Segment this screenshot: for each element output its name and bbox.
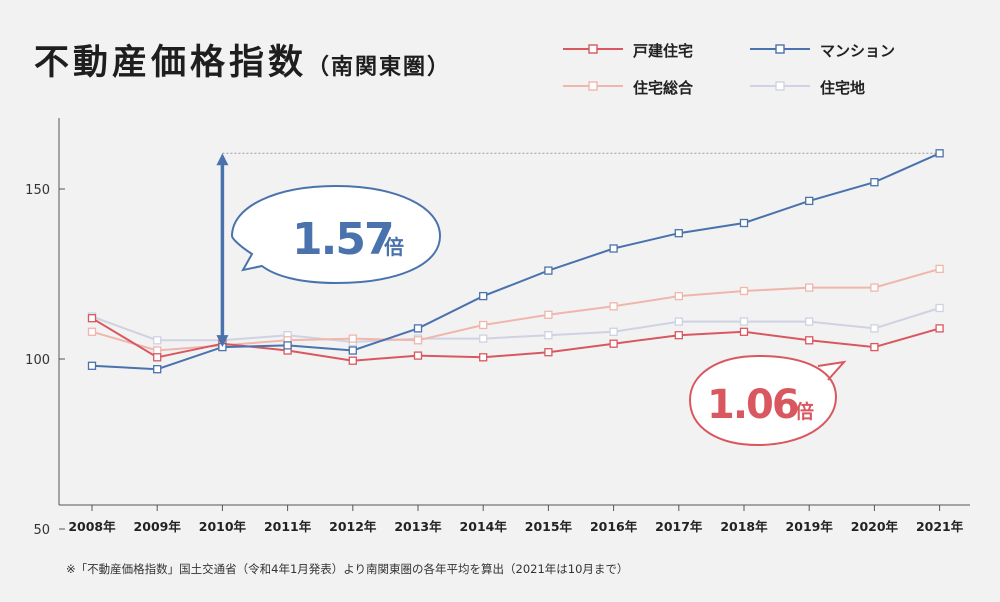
data-point-kodate — [870, 342, 879, 352]
series-takuchi — [87, 303, 944, 347]
legend-label-sogo: 住宅総合 — [633, 79, 694, 97]
data-point-mansion — [283, 341, 292, 350]
data-point-kodate — [479, 353, 488, 362]
data-point-sogo — [870, 283, 879, 292]
data-point-takuchi — [479, 334, 488, 343]
data-point-sogo — [153, 346, 162, 355]
y-tick-label: 50 — [33, 523, 50, 538]
data-point-sogo — [674, 291, 683, 301]
data-point-takuchi — [805, 317, 814, 326]
x-tick-label: 2016年 — [590, 519, 638, 534]
data-point-sogo — [348, 334, 357, 343]
data-point-mansion — [348, 346, 357, 355]
x-tick-label: 2015年 — [525, 519, 573, 534]
data-point-sogo — [479, 320, 488, 330]
series-line-takuchi — [91, 307, 940, 344]
growth-arrow — [216, 153, 229, 348]
data-point-mansion — [674, 229, 683, 238]
data-point-takuchi — [544, 331, 553, 340]
data-point-takuchi — [870, 324, 879, 333]
data-point-sogo — [87, 327, 97, 336]
data-point-sogo — [739, 286, 749, 296]
x-tick-label: 2014年 — [460, 519, 508, 534]
y-tick-label: 150 — [25, 183, 50, 198]
data-point-takuchi — [674, 317, 683, 326]
data-point-kodate — [413, 351, 423, 360]
data-point-takuchi — [739, 317, 749, 326]
data-point-takuchi — [609, 327, 618, 336]
arrow-head-down — [216, 335, 229, 348]
data-point-mansion — [870, 178, 879, 187]
title-text: 不動産価格指数 — [34, 43, 308, 83]
data-point-mansion — [609, 244, 618, 253]
x-tick-label: 2021年 — [916, 519, 964, 534]
legend-swatch-kodate — [563, 44, 623, 54]
callout-kodate: 1.06 倍 — [688, 354, 847, 447]
callout-mansion-value: 1.57 — [292, 214, 393, 265]
callout-mansion: 1.57 倍 — [230, 184, 442, 285]
legend-swatch-takuchi — [750, 81, 810, 91]
tick-labels: 150 100 50 2008年 2009年 2010年 2011年 2012年 2013年 20… — [25, 183, 964, 538]
data-point-mansion — [153, 365, 162, 374]
series-lines — [87, 149, 944, 374]
data-point-kodate — [805, 336, 814, 345]
data-point-sogo — [805, 283, 814, 292]
data-point-kodate — [87, 314, 97, 323]
x-tick-label: 2019年 — [786, 519, 834, 534]
x-tick-label: 2017年 — [655, 519, 703, 534]
data-point-mansion — [479, 291, 488, 301]
data-point-sogo — [609, 302, 618, 311]
legend-label-takuchi: 住宅地 — [820, 79, 866, 97]
x-tick-label: 2010年 — [199, 519, 247, 534]
x-tick-label: 2011年 — [264, 519, 312, 534]
x-tick-label: 2018年 — [720, 519, 768, 534]
subtitle-text: （南関東圏） — [307, 55, 452, 80]
data-point-takuchi — [935, 303, 944, 313]
arrow-head-up — [216, 153, 229, 166]
series-line-kodate — [91, 317, 940, 362]
data-point-mansion — [413, 324, 423, 333]
series-mansion — [87, 149, 944, 374]
data-point-kodate — [739, 327, 749, 336]
data-point-mansion — [87, 361, 97, 370]
x-tick-label: 2012年 — [329, 519, 377, 534]
callout-kodate-value: 1.06 — [707, 382, 798, 428]
legend-label-mansion: マンション — [820, 42, 896, 60]
data-point-kodate — [935, 324, 944, 333]
data-point-kodate — [544, 348, 553, 357]
callout-mansion-bubble — [230, 184, 442, 285]
data-point-mansion — [805, 196, 814, 206]
x-tick-label: 2013年 — [394, 519, 442, 534]
data-point-mansion — [739, 218, 749, 228]
callout-kodate-bubble — [688, 354, 847, 447]
data-point-sogo — [413, 336, 423, 345]
x-tick-label: 2008年 — [68, 519, 116, 534]
callout-kodate-unit: 倍 — [795, 400, 814, 423]
y-tick-label: 100 — [25, 353, 50, 368]
data-point-mansion — [935, 149, 944, 158]
callout-mansion-unit: 倍 — [384, 235, 404, 259]
x-tick-label: 2020年 — [851, 519, 899, 534]
data-point-kodate — [609, 339, 618, 348]
data-point-takuchi — [153, 336, 162, 345]
data-point-kodate — [153, 353, 162, 362]
series-line-mansion — [91, 152, 941, 371]
data-point-kodate — [674, 331, 683, 340]
data-point-mansion — [544, 266, 553, 275]
source-note: ※「不動産価格指数」国土交通省（令和4年1月発表）より南関東圏の各年平均を算出（… — [66, 562, 629, 576]
legend-label-kodate: 戸建住宅 — [633, 42, 694, 60]
data-point-kodate — [348, 356, 357, 365]
data-point-sogo — [544, 310, 553, 319]
x-tick-label: 2009年 — [134, 519, 182, 534]
axes — [58, 118, 970, 506]
page-title: 不動産価格指数（南関東圏） — [34, 34, 451, 85]
data-point-sogo — [935, 264, 944, 274]
legend-swatch-mansion — [750, 44, 810, 54]
legend-swatch-sogo — [563, 81, 623, 91]
